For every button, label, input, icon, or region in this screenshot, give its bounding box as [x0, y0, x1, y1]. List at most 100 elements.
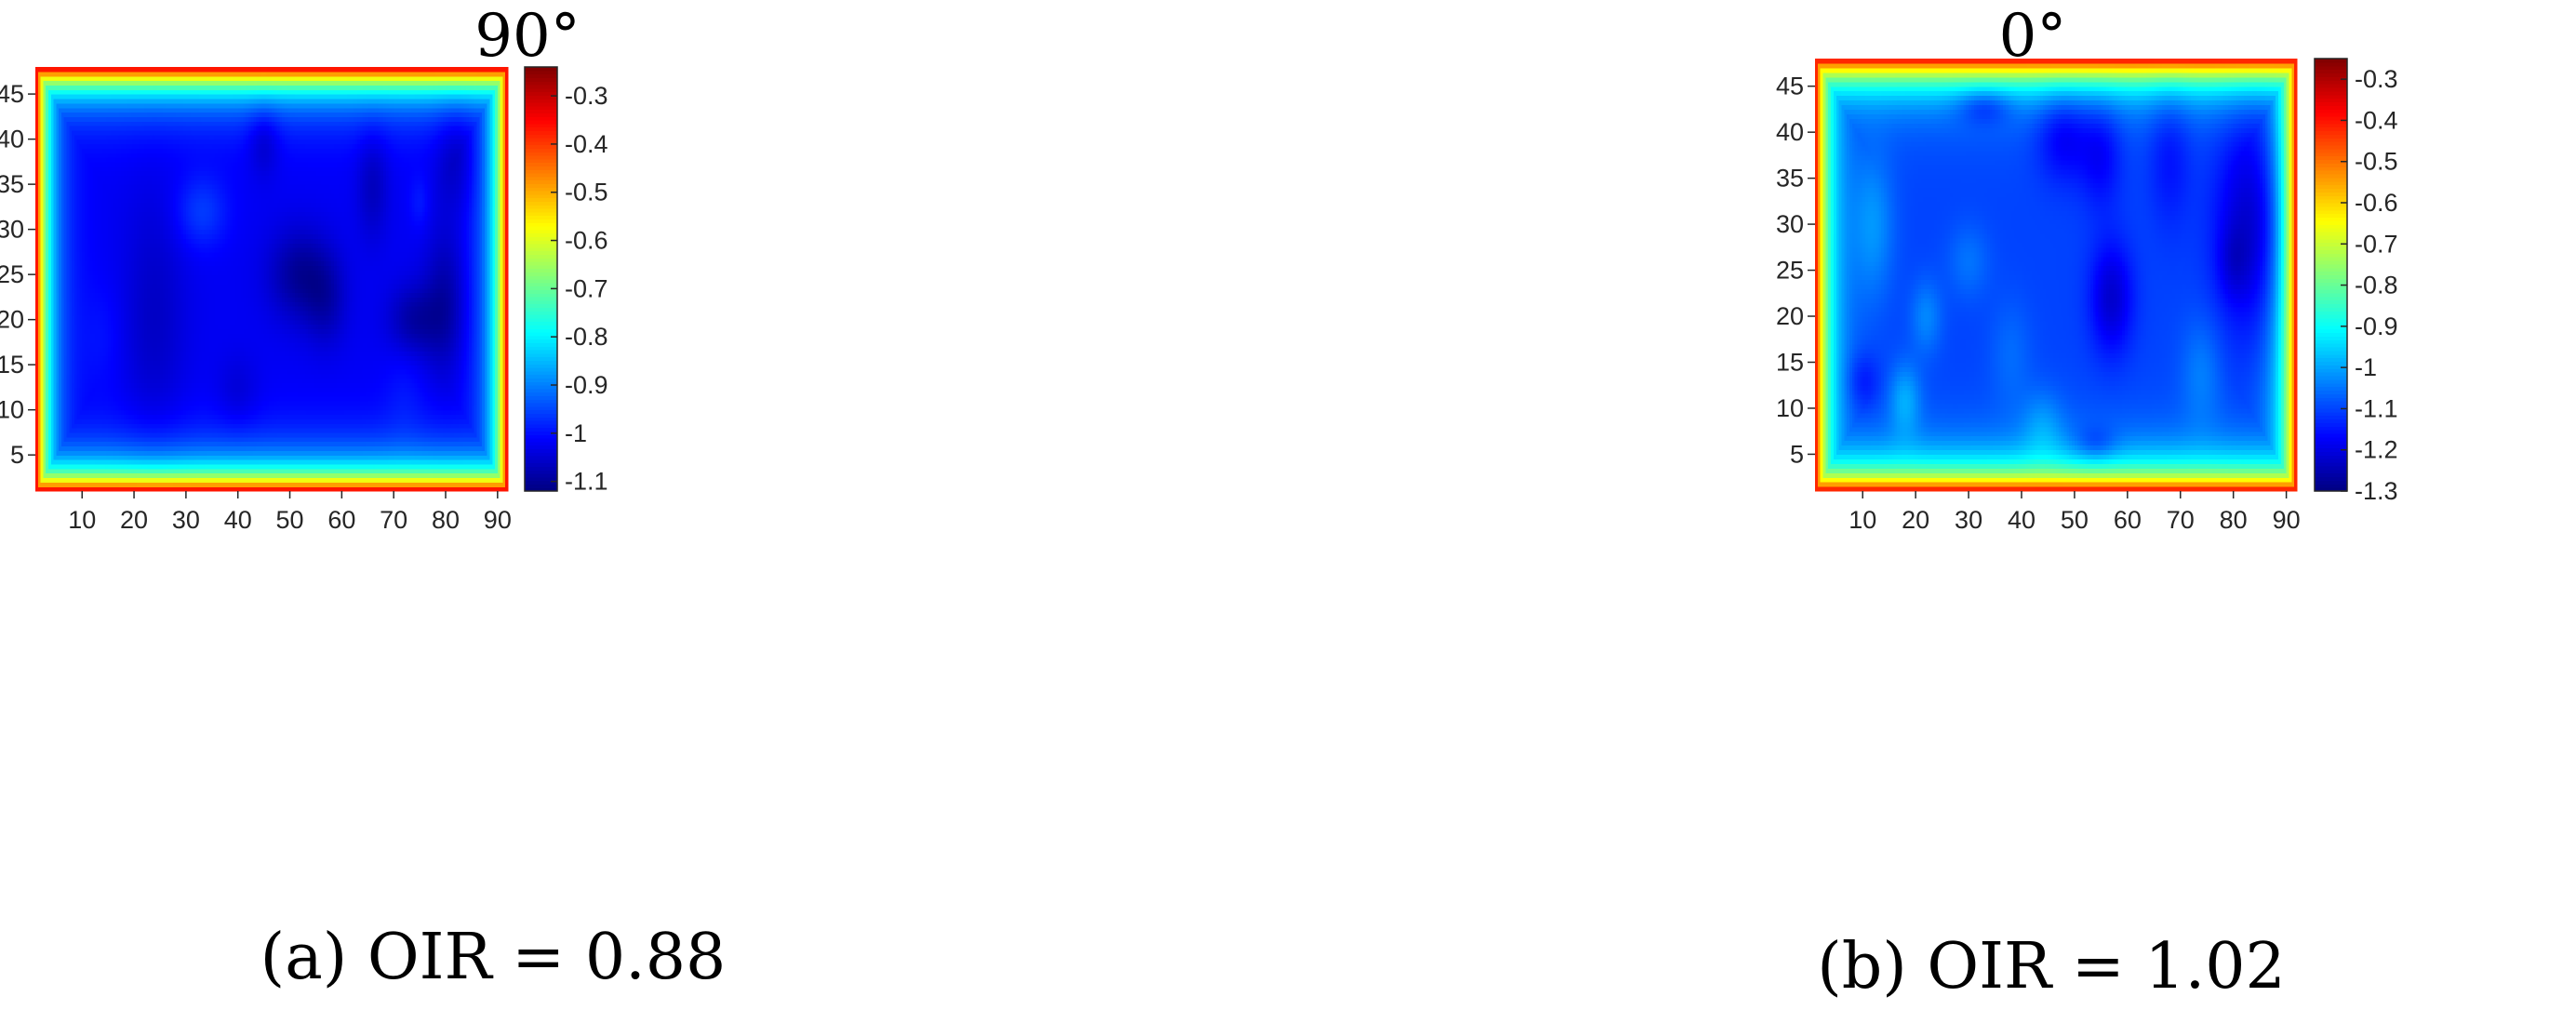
heatmap-cell	[395, 432, 400, 438]
heatmap-cell	[123, 409, 127, 416]
heatmap-cell	[243, 400, 247, 406]
heatmap-cell	[162, 373, 167, 379]
heatmap-cell	[383, 459, 387, 465]
heatmap-cell	[433, 392, 436, 397]
heatmap-cell	[123, 378, 127, 384]
heatmap-cell	[401, 441, 405, 447]
heatmap-cell	[484, 450, 488, 456]
heatmap-cell	[487, 400, 491, 406]
heatmap-cell	[305, 450, 309, 456]
heatmap-cell	[69, 400, 73, 406]
heatmap-cell	[357, 441, 361, 447]
heatmap-cell	[484, 405, 488, 411]
heatmap-cell	[69, 445, 73, 451]
heatmap-cell	[141, 418, 145, 424]
heatmap-cell	[383, 405, 387, 411]
heatmap-cell	[134, 472, 138, 479]
heatmap-cell	[247, 392, 252, 397]
heatmap-cell	[180, 428, 184, 433]
heatmap-cell	[204, 436, 207, 443]
heatmap-cell	[63, 459, 68, 465]
heatmap-cell	[194, 463, 197, 470]
heatmap-cell	[159, 392, 164, 397]
heatmap-cell	[274, 441, 278, 447]
heatmap-cell	[246, 369, 249, 375]
heatmap-cell	[221, 405, 226, 411]
heatmap-cell	[165, 472, 168, 479]
heatmap-cell	[76, 468, 81, 474]
heatmap-cell	[344, 387, 348, 392]
heatmap-cell	[165, 418, 168, 424]
heatmap-cell	[388, 409, 392, 416]
heatmap-cell	[123, 365, 127, 370]
heatmap-cell	[167, 409, 171, 416]
heatmap-cell	[458, 450, 462, 456]
heatmap-cell	[92, 477, 96, 483]
heatmap-cell	[302, 445, 306, 451]
heatmap-cell	[331, 414, 335, 419]
heatmap-cell	[256, 414, 260, 419]
heatmap-cell	[497, 482, 501, 487]
heatmap-cell	[224, 418, 229, 424]
heatmap-cell	[385, 400, 390, 406]
heatmap-cell	[43, 423, 47, 429]
heatmap-cell	[471, 450, 475, 456]
heatmap-cell	[284, 441, 288, 447]
heatmap-cell	[354, 459, 358, 465]
heatmap-cell	[458, 423, 462, 429]
heatmap-cell	[69, 463, 73, 470]
heatmap-cell	[178, 396, 181, 402]
heatmap-cell	[256, 369, 260, 375]
heatmap-cell	[341, 445, 345, 451]
heatmap-cell	[60, 423, 65, 429]
heatmap-cell	[284, 378, 288, 384]
heatmap-cell	[47, 378, 52, 384]
heatmap-cell	[198, 482, 203, 487]
heatmap-cell	[440, 450, 444, 456]
heatmap-cell	[354, 436, 358, 443]
heatmap-cell	[437, 400, 442, 406]
heatmap-cell	[404, 382, 407, 389]
heatmap-cell	[479, 414, 483, 419]
heatmap-cell	[380, 428, 384, 433]
heatmap-cell	[370, 369, 374, 375]
heatmap-cell	[370, 432, 374, 438]
heatmap-cell	[165, 409, 168, 416]
heatmap-cell	[421, 455, 426, 460]
heatmap-cell	[357, 409, 361, 416]
heatmap-cell	[227, 369, 231, 375]
heatmap-cell	[446, 414, 449, 419]
heatmap-cell	[209, 400, 213, 406]
heatmap-cell	[85, 436, 88, 443]
heatmap-cell	[250, 450, 255, 456]
heatmap-cell	[362, 455, 367, 460]
heatmap-cell	[97, 472, 101, 479]
heatmap-cell	[297, 441, 301, 447]
heatmap-cell	[398, 432, 403, 438]
heatmap-cell	[433, 373, 436, 379]
heatmap-cell	[380, 378, 384, 384]
heatmap-cell	[427, 396, 431, 402]
heatmap-cell	[82, 459, 86, 465]
heatmap-cell	[178, 459, 181, 465]
heatmap-cell	[489, 405, 493, 411]
heatmap-cell	[92, 418, 96, 424]
heatmap-cell	[35, 387, 39, 392]
heatmap-cell	[497, 423, 501, 429]
heatmap-cell	[391, 486, 394, 492]
heatmap-cell	[128, 477, 132, 483]
heatmap-cell	[315, 450, 319, 456]
heatmap-cell	[492, 400, 496, 406]
heatmap-cell	[144, 486, 148, 492]
heatmap-cell	[95, 441, 99, 447]
heatmap-cell	[354, 432, 358, 438]
heatmap-cell	[463, 409, 467, 416]
heatmap-cell	[250, 436, 255, 443]
heatmap-cell	[434, 468, 439, 474]
heatmap-cell	[378, 436, 381, 443]
heatmap-cell	[456, 387, 460, 392]
heatmap-cell	[159, 428, 164, 433]
heatmap-cell	[380, 450, 384, 456]
heatmap-cell	[220, 441, 223, 447]
heatmap-cell	[463, 428, 467, 433]
